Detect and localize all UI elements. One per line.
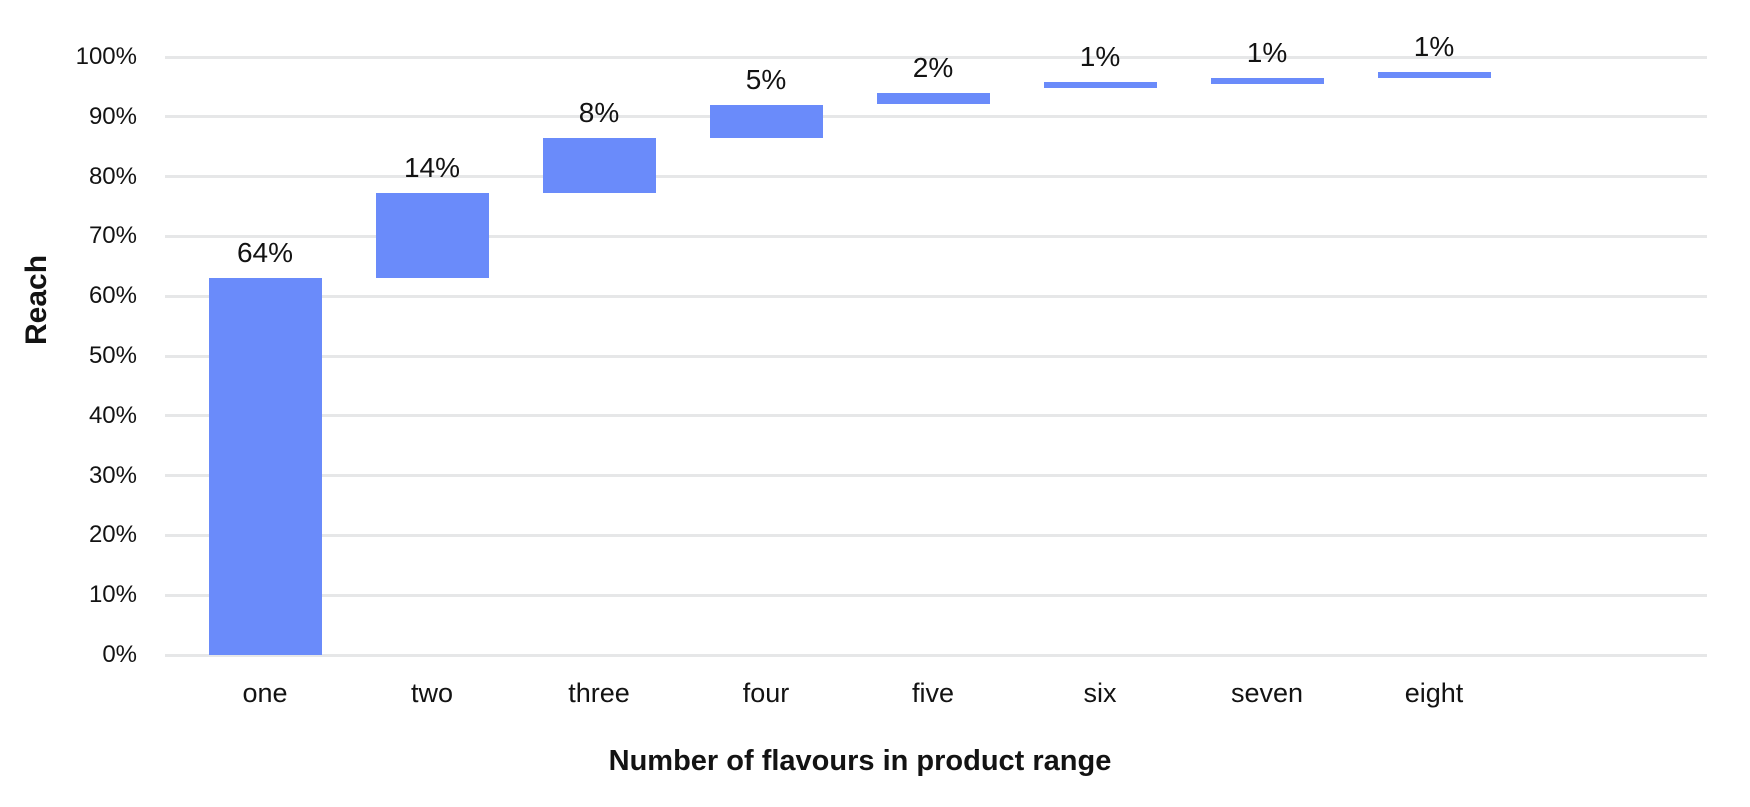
- y-axis-tick-label: 90%: [88, 102, 137, 130]
- bar-six: [1043, 82, 1157, 89]
- x-axis-title: Number of flavours in product range: [608, 745, 1112, 777]
- bar-value-label: 1%: [1246, 36, 1288, 68]
- x-axis-label-one: one: [242, 678, 288, 708]
- bar-three: [542, 137, 656, 193]
- bar-four: [709, 104, 823, 138]
- bar-seven: [1210, 77, 1324, 84]
- x-axis-label-six: six: [1083, 678, 1117, 708]
- gridline: [165, 294, 1707, 298]
- gridline: [165, 593, 1707, 597]
- gridline: [165, 115, 1707, 119]
- y-axis-tick-label: 40%: [88, 401, 137, 429]
- bar-value-label: 1%: [1413, 30, 1455, 62]
- bar-value-label: 64%: [236, 237, 294, 269]
- plot-area: [165, 55, 1707, 657]
- bar-two: [375, 192, 489, 279]
- gridline: [165, 175, 1707, 179]
- gridline: [165, 234, 1707, 238]
- y-axis-tick-label: 0%: [102, 641, 137, 668]
- y-axis-tick-label: 100%: [75, 43, 137, 70]
- y-axis-tick-label: 30%: [88, 461, 137, 489]
- gridline: [165, 653, 1707, 657]
- y-axis-tick-label: 50%: [88, 342, 137, 369]
- bar-value-label: 1%: [1079, 41, 1121, 73]
- gridline: [165, 474, 1707, 478]
- x-axis-label-three: three: [568, 678, 630, 708]
- y-axis-tick-label: 10%: [88, 581, 137, 609]
- gridline: [165, 354, 1707, 358]
- gridline: [165, 414, 1707, 418]
- x-axis-label-five: five: [911, 678, 955, 708]
- y-axis-tick-label: 70%: [88, 222, 137, 250]
- y-axis-tick-label: 80%: [88, 162, 137, 190]
- gridline: [165, 533, 1707, 537]
- bar-five: [876, 92, 990, 105]
- x-axis-label-two: two: [410, 678, 454, 708]
- bar-value-label: 8%: [578, 96, 620, 128]
- x-axis-label-eight: eight: [1404, 678, 1464, 708]
- x-axis-label-four: four: [742, 678, 790, 708]
- bar-value-label: 5%: [745, 63, 787, 95]
- gridline: [165, 55, 1707, 59]
- y-axis-tick-label: 60%: [88, 282, 137, 310]
- bar-value-label: 14%: [403, 151, 461, 183]
- bar-value-label: 2%: [912, 51, 954, 83]
- y-axis-tick-label: 20%: [88, 521, 137, 549]
- bar-eight: [1377, 71, 1491, 78]
- bar-one: [208, 278, 322, 655]
- x-axis-label-seven: seven: [1230, 678, 1304, 708]
